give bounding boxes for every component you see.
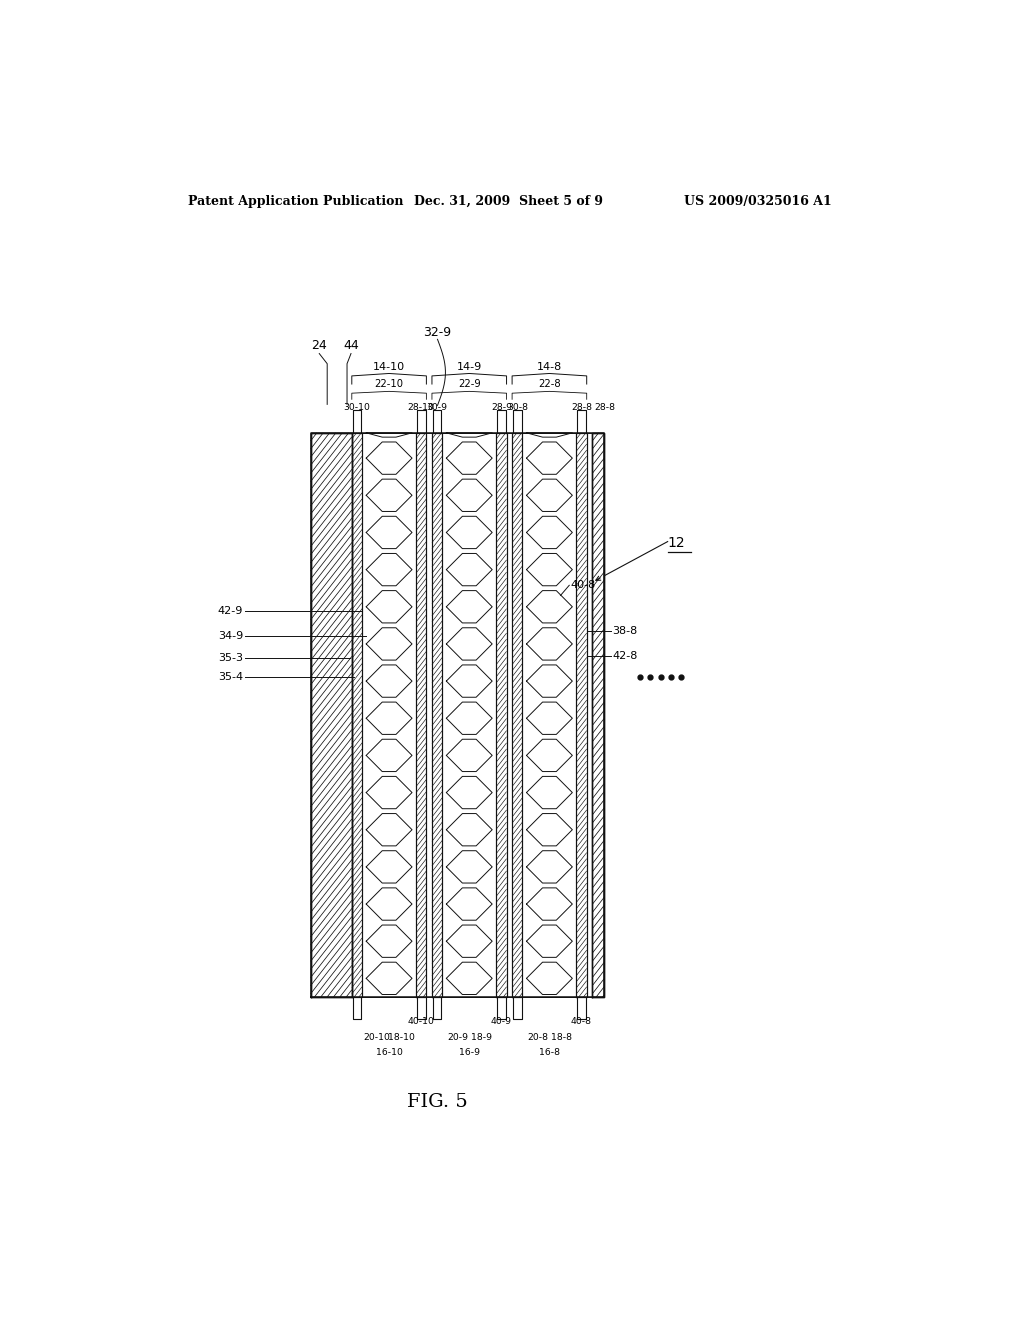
Text: 28-10: 28-10 bbox=[408, 404, 434, 412]
Text: 35-4: 35-4 bbox=[218, 672, 243, 681]
Text: 14-9: 14-9 bbox=[457, 362, 482, 372]
Text: 16-9: 16-9 bbox=[459, 1048, 480, 1057]
Text: 42-9: 42-9 bbox=[218, 606, 243, 615]
Text: 24: 24 bbox=[311, 338, 327, 351]
Text: 38-8: 38-8 bbox=[612, 626, 637, 636]
Text: 18-10: 18-10 bbox=[387, 1032, 415, 1041]
Text: 30-9: 30-9 bbox=[427, 404, 447, 412]
Text: 42-8: 42-8 bbox=[612, 652, 638, 661]
Text: 22-10: 22-10 bbox=[375, 379, 403, 389]
Text: 30-10: 30-10 bbox=[343, 404, 371, 412]
Text: US 2009/0325016 A1: US 2009/0325016 A1 bbox=[684, 194, 831, 207]
Text: 35-3: 35-3 bbox=[218, 653, 243, 664]
Text: 32-9: 32-9 bbox=[424, 326, 452, 339]
Text: Dec. 31, 2009  Sheet 5 of 9: Dec. 31, 2009 Sheet 5 of 9 bbox=[414, 194, 603, 207]
Text: 34-9: 34-9 bbox=[218, 631, 243, 642]
Text: FIG. 5: FIG. 5 bbox=[408, 1093, 468, 1110]
Text: 28-8: 28-8 bbox=[595, 404, 615, 412]
Text: 16-8: 16-8 bbox=[539, 1048, 560, 1057]
Text: 18-9: 18-9 bbox=[471, 1032, 492, 1041]
Text: 20-10: 20-10 bbox=[364, 1032, 390, 1041]
Text: 40-10: 40-10 bbox=[408, 1018, 434, 1026]
Text: Patent Application Publication: Patent Application Publication bbox=[187, 194, 403, 207]
Text: 16-10: 16-10 bbox=[376, 1048, 402, 1057]
Text: 22-9: 22-9 bbox=[458, 379, 480, 389]
Text: 28-9: 28-9 bbox=[490, 404, 512, 412]
Text: 40-9: 40-9 bbox=[490, 1018, 512, 1026]
Text: 22-8: 22-8 bbox=[538, 379, 561, 389]
Text: 14-10: 14-10 bbox=[373, 362, 406, 372]
Text: 18-8: 18-8 bbox=[551, 1032, 571, 1041]
Text: 40-8: 40-8 bbox=[570, 581, 596, 590]
Text: 28-8: 28-8 bbox=[571, 404, 592, 412]
Text: 20-9: 20-9 bbox=[446, 1032, 468, 1041]
Text: 44: 44 bbox=[343, 338, 358, 351]
Text: 40-8: 40-8 bbox=[571, 1018, 592, 1026]
Text: 20-8: 20-8 bbox=[527, 1032, 548, 1041]
Text: 30-8: 30-8 bbox=[507, 404, 527, 412]
Text: 14-8: 14-8 bbox=[537, 362, 562, 372]
Text: 12: 12 bbox=[668, 536, 685, 549]
